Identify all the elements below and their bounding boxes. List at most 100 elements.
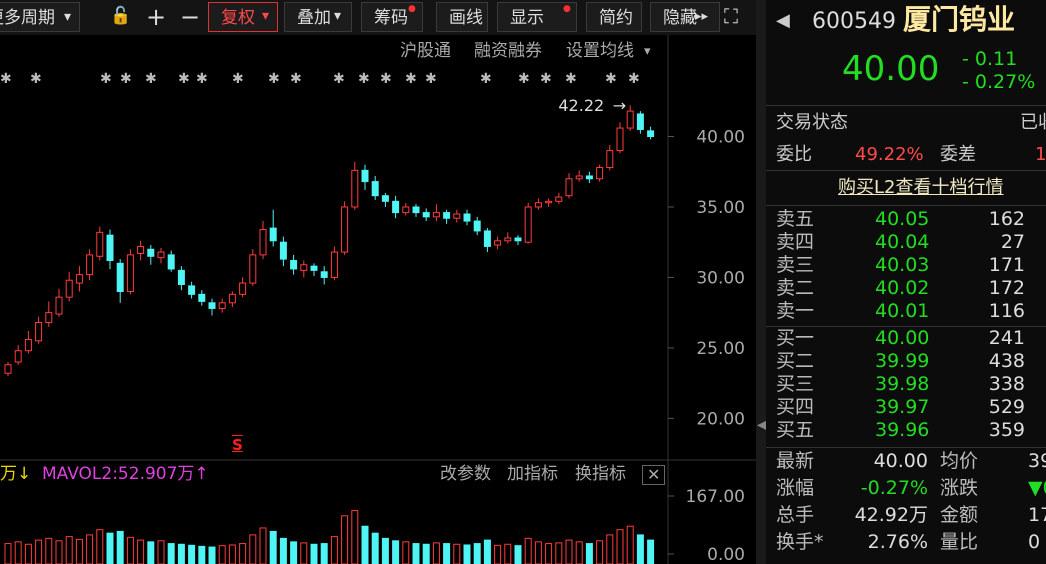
- volume-bar: [575, 541, 583, 564]
- candle-body: [137, 245, 145, 254]
- event-icon[interactable]: ✱: [540, 71, 552, 87]
- toolbar-button[interactable]: 隐藏: [650, 2, 720, 32]
- candle-body: [422, 212, 430, 218]
- toolbar-button[interactable]: 复权: [208, 2, 278, 32]
- y-tick-label: 35.00: [696, 198, 745, 218]
- event-icon[interactable]: ✱: [628, 71, 640, 87]
- event-icon[interactable]: ✱: [290, 71, 302, 87]
- fullscreen-button[interactable]: ⛶: [724, 4, 738, 28]
- event-icon[interactable]: ✱: [518, 71, 530, 87]
- candle-body: [606, 150, 614, 169]
- candle-body: [239, 282, 247, 295]
- back-arrow[interactable]: ◀: [776, 10, 790, 31]
- toolbar-button[interactable]: 叠加: [284, 2, 352, 32]
- event-icon[interactable]: ✱: [268, 71, 280, 87]
- last-price: 40.00: [842, 49, 940, 89]
- volume-bar: [24, 543, 32, 564]
- candle-body: [177, 269, 185, 285]
- toolbar-button[interactable]: 筹码: [361, 2, 423, 32]
- y-tick-label: 30.00: [696, 268, 745, 288]
- l2-link[interactable]: 购买L2查看十档行情: [838, 177, 1004, 198]
- book-label: 买四: [776, 396, 815, 418]
- volume-bar: [361, 525, 369, 564]
- right-panel: [766, 0, 1046, 564]
- candle-body: [575, 175, 583, 180]
- toolbar-button[interactable]: 画线: [436, 2, 488, 32]
- mavol-label: MAVOL2:52.907万↑: [42, 464, 209, 484]
- event-icon[interactable]: ✱: [405, 71, 417, 87]
- event-icon[interactable]: ✱: [565, 71, 577, 87]
- period-button[interactable]: 更多周期: [0, 2, 80, 32]
- volume-bar: [96, 529, 104, 564]
- event-icon[interactable]: ✱: [358, 71, 370, 87]
- event-icon[interactable]: ✱: [380, 71, 392, 87]
- candle-body: [75, 274, 83, 284]
- volume-bar: [432, 542, 440, 564]
- chart-link[interactable]: 融资融券: [474, 41, 542, 61]
- chart-link[interactable]: 沪股通: [400, 41, 451, 61]
- close-button[interactable]: ✕: [642, 465, 666, 485]
- toolbar-button[interactable]: 简约: [586, 2, 642, 32]
- volume-bar: [290, 541, 298, 564]
- book-label: 卖二: [776, 277, 815, 299]
- signal-marker: S: [232, 436, 243, 454]
- candle-body: [443, 212, 451, 219]
- book-price: 39.99: [875, 350, 930, 372]
- book-price: 40.04: [875, 231, 930, 253]
- volume-bar: [504, 543, 512, 564]
- toolbar-button[interactable]: 显示: [497, 2, 577, 32]
- book-label: 卖三: [776, 254, 815, 276]
- candle-body: [330, 251, 338, 278]
- volume-bar: [14, 541, 22, 564]
- volume-bar: [330, 536, 338, 564]
- event-icon[interactable]: ✱: [232, 71, 244, 87]
- candle-body: [106, 234, 114, 262]
- stat-value: ▼0: [1028, 477, 1046, 499]
- event-icon[interactable]: ✱: [0, 71, 12, 87]
- candle-body: [585, 175, 593, 180]
- volume-bar: [524, 537, 532, 564]
- candle-body: [483, 230, 491, 247]
- zoom-out-button[interactable]: −: [180, 3, 201, 31]
- event-icon[interactable]: ✱: [425, 71, 437, 87]
- candle-body: [218, 302, 226, 309]
- event-icon[interactable]: ✱: [333, 71, 345, 87]
- chart-link[interactable]: 设置均线: [566, 41, 634, 61]
- candle-body: [626, 110, 634, 129]
- indicator-action[interactable]: 换指标: [575, 464, 626, 484]
- candle-body: [514, 237, 522, 242]
- zoom-in-button[interactable]: +: [146, 3, 167, 31]
- stat-label: 换手*: [776, 531, 824, 553]
- badge-dot: ●: [563, 4, 571, 14]
- dropdown-arrow: ▾: [644, 44, 651, 59]
- event-icon[interactable]: ✱: [605, 71, 617, 87]
- event-icon[interactable]: ✱: [100, 71, 112, 87]
- candle-body: [453, 213, 461, 219]
- lock-button[interactable]: 🔓: [110, 6, 132, 26]
- indicator-action[interactable]: 改参数: [440, 464, 491, 484]
- stat-label: 量比: [940, 531, 979, 553]
- indicator-action[interactable]: 加指标: [507, 464, 558, 484]
- book-volume: 529: [988, 396, 1025, 418]
- volume-bar: [55, 540, 63, 564]
- volume-bar: [35, 539, 43, 564]
- event-icon[interactable]: ✱: [178, 71, 190, 87]
- volume-bar: [65, 536, 73, 564]
- event-icon[interactable]: ✱: [30, 71, 42, 87]
- event-icon[interactable]: ✱: [145, 71, 157, 87]
- stat-value: 42.92万: [854, 504, 928, 526]
- candle-body: [381, 195, 389, 202]
- event-icon[interactable]: ✱: [120, 71, 132, 87]
- y-tick-label: 20.00: [696, 409, 745, 429]
- y-tick-label: 25.00: [696, 339, 745, 359]
- volume-bar: [585, 543, 593, 564]
- candle-body: [402, 206, 410, 214]
- event-icon[interactable]: ✱: [480, 71, 492, 87]
- stat-value: 40.00: [873, 450, 928, 472]
- collapse-tab[interactable]: ◀: [757, 417, 768, 433]
- event-icon[interactable]: ✱: [196, 71, 208, 87]
- book-price: 40.05: [875, 208, 930, 230]
- candle-body: [463, 213, 471, 222]
- change-pct: - 0.27%: [962, 71, 1036, 93]
- candle-body: [310, 265, 318, 271]
